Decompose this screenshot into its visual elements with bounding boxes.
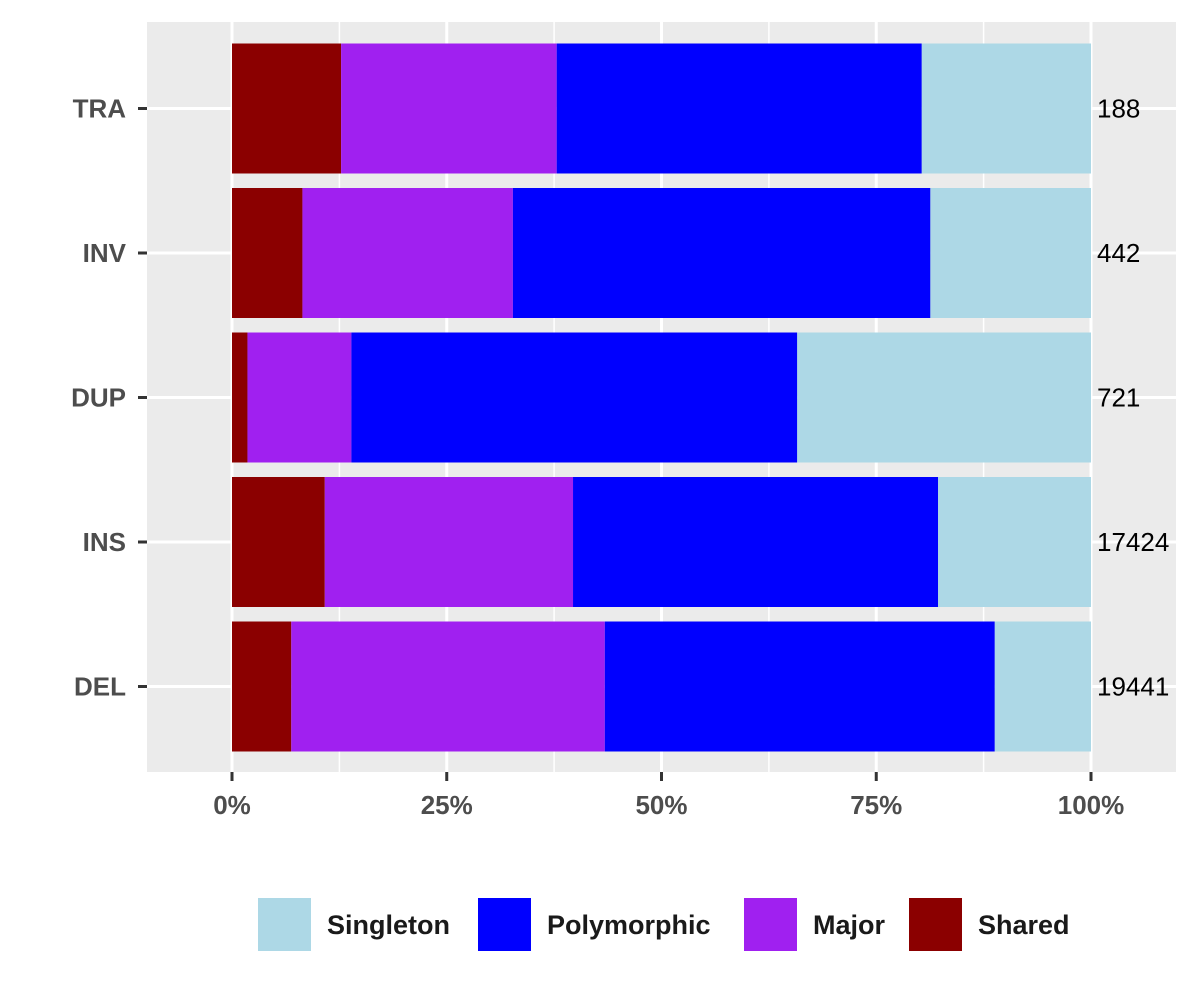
bar-major-tra [341, 43, 557, 174]
count-label: 17424 [1097, 527, 1169, 557]
bar-polymorphic-ins [573, 477, 939, 607]
x-tick-label: 75% [850, 790, 902, 820]
bar-singleton-inv [930, 188, 1091, 318]
bar-shared-inv [232, 188, 303, 318]
count-label: 19441 [1097, 672, 1169, 702]
count-labels: 188 442 721 17424 19441 [1097, 94, 1169, 702]
y-tick-label: INS [83, 527, 126, 557]
x-axis: 0% 25% 50% 75% 100% [213, 772, 1124, 820]
bar-singleton-del [994, 621, 1091, 752]
bar-singleton-tra [921, 43, 1091, 174]
bar-polymorphic-dup [351, 332, 798, 463]
bar-major-inv [302, 188, 513, 318]
y-tick-label: TRA [73, 94, 127, 124]
y-axis: TRA INV DUP INS DEL [71, 94, 147, 702]
bar-shared-ins [232, 477, 325, 607]
legend: Singleton Polymorphic Major Shared [258, 898, 1070, 951]
bar-major-ins [324, 477, 574, 607]
bar-major-dup [247, 332, 352, 463]
bar-shared-dup [232, 332, 248, 463]
count-label: 188 [1097, 94, 1140, 124]
bar-polymorphic-tra [556, 43, 922, 174]
legend-key-major [744, 898, 797, 951]
legend-key-polymorphic [478, 898, 531, 951]
bar-segments [232, 43, 1091, 752]
bar-polymorphic-inv [512, 188, 931, 318]
x-tick-label: 50% [635, 790, 687, 820]
bar-polymorphic-del [604, 621, 995, 752]
count-label: 721 [1097, 383, 1140, 413]
legend-label-shared: Shared [978, 910, 1070, 940]
bar-major-del [291, 621, 605, 752]
legend-key-singleton [258, 898, 311, 951]
count-label: 442 [1097, 238, 1140, 268]
x-tick-label: 100% [1058, 790, 1125, 820]
y-tick-label: DEL [74, 672, 126, 702]
legend-label-polymorphic: Polymorphic [547, 910, 711, 940]
bar-shared-tra [232, 43, 342, 174]
legend-label-singleton: Singleton [327, 910, 450, 940]
bar-shared-del [232, 621, 292, 752]
y-tick-label: DUP [71, 383, 126, 413]
legend-key-shared [909, 898, 962, 951]
bar-singleton-ins [938, 477, 1091, 607]
legend-label-major: Major [813, 910, 886, 940]
x-tick-label: 25% [421, 790, 473, 820]
bar-singleton-dup [797, 332, 1091, 463]
y-tick-label: INV [83, 238, 127, 268]
x-tick-label: 0% [213, 790, 251, 820]
